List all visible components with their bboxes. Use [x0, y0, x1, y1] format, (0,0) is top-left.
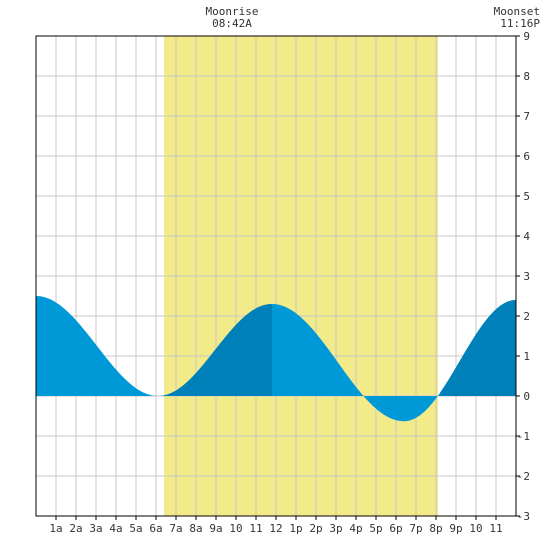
moonset-time: 11:16P: [500, 17, 540, 30]
x-tick-label: 5a: [129, 522, 142, 535]
moonrise-label: Moonrise: [206, 5, 259, 18]
y-tick-label: -3: [517, 510, 530, 523]
x-tick-label: 4p: [349, 522, 362, 535]
x-tick-labels: 1a 2a 3a 4a 5a 6a 7a 8a 9a 10 11 12 1p 2p 3p 4p 5p 6p 7p 8p…: [49, 516, 503, 535]
x-tick-label: 8a: [189, 522, 202, 535]
x-tick-label: 10: [229, 522, 242, 535]
x-tick-label: 12: [269, 522, 282, 535]
x-tick-label: 9p: [449, 522, 462, 535]
y-tick-label: -1: [517, 430, 530, 443]
x-tick-label: 7a: [169, 522, 182, 535]
y-tick-label: 8: [523, 70, 530, 83]
x-tick-label: 6a: [149, 522, 162, 535]
y-tick-label: 9: [523, 30, 530, 43]
x-tick-label: 8p: [429, 522, 442, 535]
x-tick-label: 1p: [289, 522, 302, 535]
y-tick-label: 3: [523, 270, 530, 283]
tide-fill: [36, 296, 516, 422]
x-tick-label: 4a: [109, 522, 122, 535]
x-tick-label: 7p: [409, 522, 422, 535]
x-tick-label: 6p: [389, 522, 402, 535]
x-tick-label: 3p: [329, 522, 342, 535]
x-tick-label: 11: [489, 522, 502, 535]
y-tick-label: -2: [517, 470, 530, 483]
y-tick-label: 5: [523, 190, 530, 203]
y-tick-label: 4: [523, 230, 530, 243]
y-tick-label: 1: [523, 350, 530, 363]
x-tick-label: 5p: [369, 522, 382, 535]
moonset-label: Moonset: [494, 5, 540, 18]
y-tick-label: 0: [523, 390, 530, 403]
grid-lines: [36, 36, 516, 516]
x-tick-label: 10: [469, 522, 482, 535]
y-tick-label: 2: [523, 310, 530, 323]
tide-fill-shaded: [158, 304, 272, 396]
x-tick-label: 2a: [69, 522, 82, 535]
x-tick-label: 2p: [309, 522, 322, 535]
y-tick-label: 6: [523, 150, 530, 163]
y-tick-label: 7: [523, 110, 530, 123]
x-tick-label: 1a: [49, 522, 62, 535]
moonrise-time: 08:42A: [212, 17, 252, 30]
tide-area: [36, 296, 516, 422]
x-tick-label: 3a: [89, 522, 102, 535]
tide-fill-shaded: [440, 300, 516, 396]
y-tick-labels: -3 -2 -1 0 1 2 3 4 5 6 7 8 9: [516, 30, 530, 523]
x-tick-label: 9a: [209, 522, 222, 535]
x-tick-label: 11: [249, 522, 262, 535]
